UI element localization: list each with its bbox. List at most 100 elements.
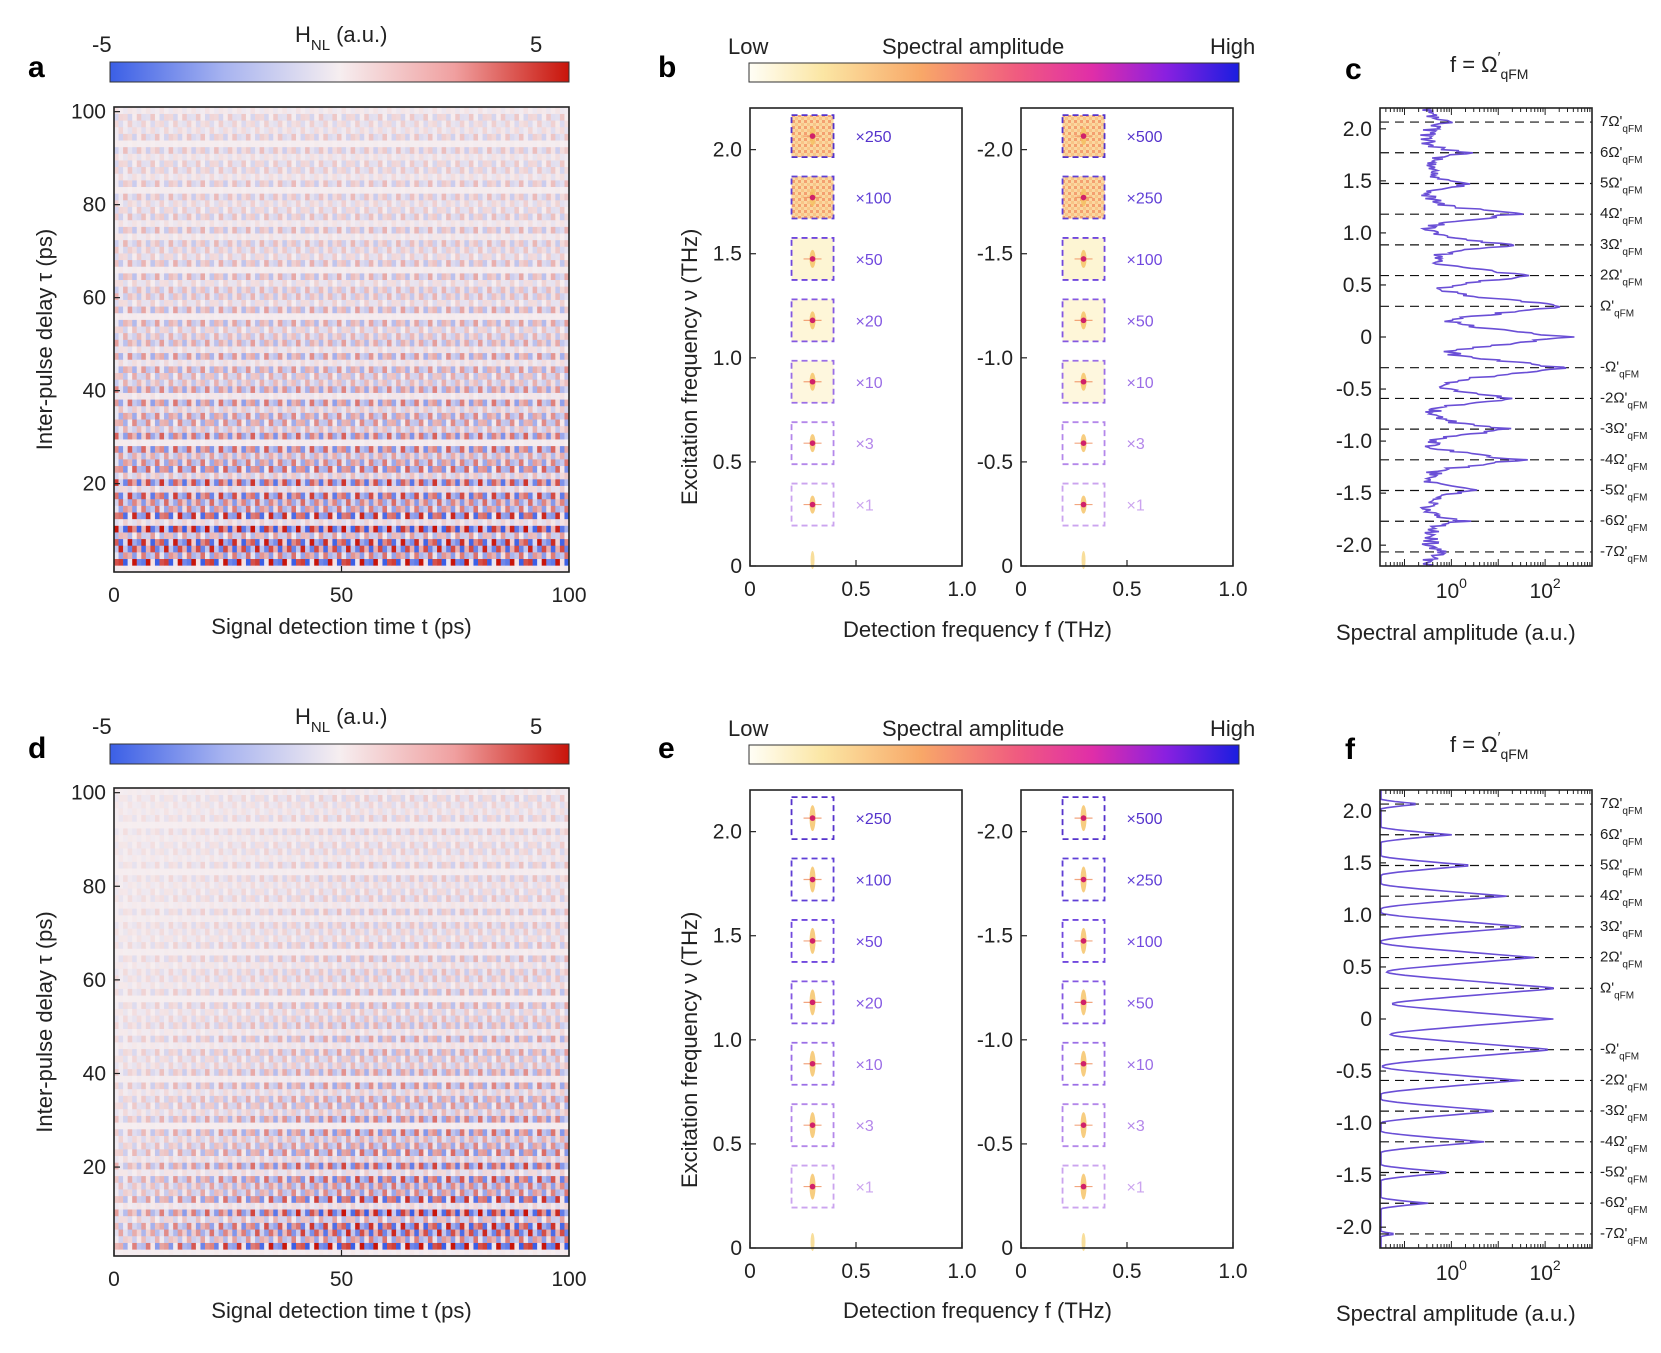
heatmap-cell [509, 472, 515, 480]
heatmap-cell [259, 459, 265, 467]
heatmap-cell [459, 332, 465, 340]
heatmap-cell [318, 538, 324, 546]
heatmap-cell [500, 412, 506, 420]
heatmap-cell [291, 472, 297, 480]
heatmap-cell [154, 492, 160, 500]
heatmap-cell [154, 312, 160, 320]
heatmap-cell [286, 366, 292, 374]
heatmap-cell [509, 425, 515, 433]
heatmap-cell [327, 545, 333, 553]
heatmap-cell [114, 412, 119, 420]
heatmap-cell [427, 472, 433, 480]
heatmap-cell [305, 532, 310, 540]
heatmap-cell [496, 512, 502, 520]
heatmap-cell [546, 505, 552, 513]
heatmap-cell [245, 319, 251, 327]
heatmap-cell [550, 492, 556, 500]
heatmap-cell [355, 312, 360, 320]
heatmap-cell [500, 545, 506, 553]
heatmap-cell [218, 399, 224, 407]
heatmap-cell [177, 565, 183, 573]
heatmap-cell [364, 279, 370, 287]
heatmap-cell [186, 412, 192, 420]
heatmap-cell [255, 505, 260, 513]
heatmap-cell [468, 405, 474, 413]
heatmap-cell [332, 459, 338, 467]
heatmap-cell [323, 452, 329, 460]
heatmap-cell [368, 352, 374, 360]
heatmap-cell [305, 432, 310, 440]
heatmap-cell [259, 346, 265, 354]
heatmap-cell [427, 273, 433, 281]
heatmap-cell [214, 532, 219, 540]
heatmap-cell [255, 366, 260, 374]
heatmap-cell [223, 405, 229, 413]
heatmap-cell [141, 346, 147, 354]
heatmap-cell [414, 352, 420, 360]
heatmap-cell [150, 259, 156, 267]
heatmap-cell [136, 538, 142, 546]
heatmap-cell [186, 552, 192, 560]
heatmap-cell [296, 352, 301, 360]
heatmap-cell [555, 419, 561, 427]
heatmap-cell [373, 312, 379, 320]
heatmap-cell [205, 479, 210, 486]
heatmap-cell [309, 299, 315, 307]
heatmap-cell [518, 492, 524, 500]
heatmap-cell [209, 239, 215, 247]
heatmap-cell [391, 379, 397, 387]
heatmap-cell [396, 392, 401, 400]
heatmap-cell [186, 359, 192, 367]
heatmap-cell [145, 472, 151, 480]
heatmap-cell [282, 332, 288, 340]
heatmap-cell [518, 392, 524, 400]
heatmap-cell [241, 299, 247, 307]
heatmap-cell [546, 405, 552, 413]
heatmap-cell [177, 273, 183, 281]
heatmap-cell [118, 552, 124, 560]
heatmap-cell [159, 326, 165, 334]
heatmap-cell [250, 439, 256, 447]
heatmap-cell [346, 405, 351, 413]
heatmap-cell [141, 319, 147, 327]
heatmap-cell [514, 538, 520, 546]
heatmap-cell [150, 392, 156, 400]
heatmap-cell [423, 445, 429, 453]
heatmap-cell [482, 273, 488, 281]
heatmap-cell [373, 326, 379, 334]
heatmap-cell [405, 352, 411, 360]
heatmap-cell [127, 512, 133, 520]
heatmap-cell [141, 386, 147, 393]
heatmap-cell [323, 346, 329, 354]
heatmap-cell [473, 452, 479, 460]
heatmap-cell [327, 352, 333, 360]
heatmap-cell [478, 339, 483, 347]
heatmap-cell [336, 538, 342, 546]
heatmap-cell [118, 392, 124, 400]
heatmap-cell [336, 412, 342, 420]
heatmap-cell [318, 492, 324, 500]
heatmap-cell [314, 479, 320, 486]
heatmap-cell [123, 472, 128, 480]
heatmap-cell [505, 432, 511, 440]
heatmap-cell [528, 372, 533, 380]
heatmap-cell [268, 259, 274, 267]
heatmap-cell [336, 319, 342, 327]
heatmap-cell [373, 419, 379, 427]
heatmap-cell [200, 512, 206, 520]
heatmap-cell [377, 326, 383, 334]
heatmap-cell [227, 425, 233, 433]
heatmap-cell [314, 452, 320, 460]
heatmap-cell [205, 552, 210, 560]
heatmap-cell [546, 352, 552, 360]
heatmap-cell [300, 425, 306, 433]
heatmap-cell [186, 452, 192, 460]
heatmap-cell [136, 405, 142, 413]
heatmap-cell [341, 386, 347, 393]
heatmap-cell [537, 565, 542, 573]
heatmap-cell [555, 412, 561, 420]
heatmap-cell [482, 339, 488, 347]
heatmap-cell [255, 512, 260, 520]
heatmap-cell [118, 465, 124, 473]
heatmap-cell [195, 419, 201, 427]
